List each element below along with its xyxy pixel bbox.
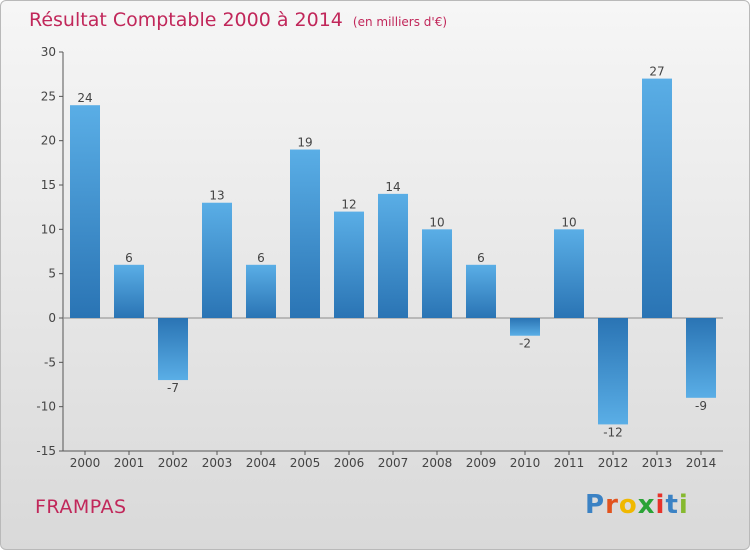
data-label: 27 <box>649 65 664 79</box>
bar-2006 <box>334 211 364 318</box>
bar-2001 <box>114 264 144 318</box>
chart-title: Résultat Comptable 2000 à 2014 (en millie… <box>29 9 447 31</box>
x-tick-label: 2010 <box>510 456 541 470</box>
data-label: 6 <box>477 251 485 265</box>
bar-2004 <box>246 264 276 318</box>
logo-letter: t <box>665 490 679 520</box>
y-tick-label: 0 <box>48 311 56 325</box>
x-tick-label: 2000 <box>70 456 101 470</box>
y-tick-label: 15 <box>41 178 56 192</box>
data-label: 10 <box>429 215 444 229</box>
data-label: 19 <box>297 136 312 150</box>
data-label: 24 <box>77 91 92 105</box>
bar-2007 <box>378 193 408 318</box>
data-label: 13 <box>209 189 224 203</box>
x-tick-label: 2006 <box>334 456 365 470</box>
bars <box>70 78 716 425</box>
bar-2012 <box>598 318 628 425</box>
x-tick-label: 2011 <box>554 456 585 470</box>
x-tick-label: 2008 <box>422 456 453 470</box>
title-main: Résultat Comptable 2000 à 2014 <box>29 9 343 31</box>
x-tick-label: 2004 <box>246 456 277 470</box>
y-tick-label: 10 <box>41 222 56 236</box>
y-tick-label: -5 <box>44 355 56 369</box>
proxiti-logo[interactable]: Proxiti <box>585 490 689 520</box>
bar-2009 <box>466 264 496 318</box>
x-tick-label: 2002 <box>158 456 189 470</box>
title-unit: (en milliers d'€) <box>352 15 448 29</box>
logo-letter: x <box>637 490 656 520</box>
x-tick-label: 2001 <box>114 456 145 470</box>
y-tick-label: 25 <box>41 89 56 103</box>
data-label: 6 <box>125 251 133 265</box>
x-tick-label: 2014 <box>686 456 717 470</box>
x-tick-label: 2012 <box>598 456 629 470</box>
x-tick-label: 2005 <box>290 456 321 470</box>
data-label: 12 <box>341 198 356 212</box>
data-label: -12 <box>603 425 623 439</box>
x-tick-label: 2013 <box>642 456 673 470</box>
bar-2008 <box>422 229 452 318</box>
x-tick-label: 2007 <box>378 456 409 470</box>
data-label: 6 <box>257 251 265 265</box>
data-label: -2 <box>519 337 531 351</box>
logo-letter: r <box>605 490 619 520</box>
x-tick-label: 2003 <box>202 456 233 470</box>
y-tick-label: 20 <box>41 134 56 148</box>
bar-2000 <box>70 105 100 318</box>
y-tick-label: -15 <box>36 444 56 458</box>
bar-2002 <box>158 318 188 381</box>
bar-2011 <box>554 229 584 318</box>
data-label: 10 <box>561 215 576 229</box>
y-tick-label: 30 <box>41 45 56 59</box>
data-label: -9 <box>695 399 707 413</box>
bar-2013 <box>642 78 672 318</box>
bar-2014 <box>686 318 716 398</box>
bar-2003 <box>202 202 232 318</box>
data-label: -7 <box>167 381 179 395</box>
bar-2005 <box>290 149 320 318</box>
logo-letter: i <box>655 490 666 520</box>
y-tick-label: -10 <box>36 400 56 414</box>
logo-letter: i <box>678 490 689 520</box>
logo-letter: P <box>585 490 606 520</box>
data-labels: 24 6 -7 13 6 19 12 14 10 6 -2 10 -12 27 -9 <box>77 65 707 440</box>
y-tick-label: 5 <box>48 267 56 281</box>
data-label: 14 <box>385 180 400 194</box>
bar-2010 <box>510 318 540 336</box>
commune-name: FRAMPAS <box>35 496 127 518</box>
x-tick-label: 2009 <box>466 456 497 470</box>
logo-letter: o <box>618 490 638 520</box>
